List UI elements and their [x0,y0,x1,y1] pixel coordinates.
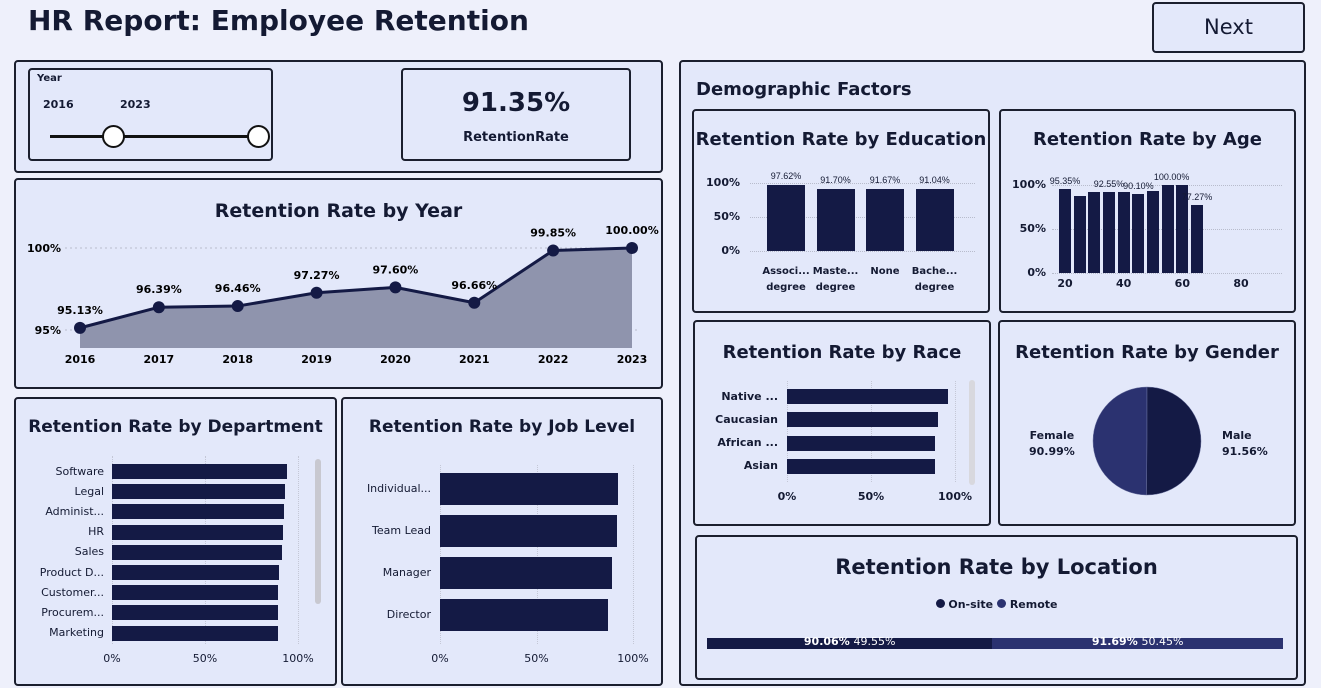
y-tick: 95% [35,324,61,337]
y-tick: 100% [27,242,61,255]
data-label: 99.85% [530,226,576,239]
chart-title: Retention Rate by Age [1033,129,1262,150]
year-area-chart: 100% 95% 95.13% 2016 96.39% 2017 96.46% 2018 97.… [27,224,659,366]
data-label: 96.46% [215,282,261,295]
data-point [310,286,323,299]
age-chart-panel: Retention Rate by Age [999,109,1296,313]
location-chart-panel: Retention Rate by Location On-site Remot… [695,535,1298,680]
education-chart-panel: Retention Rate by Education [692,109,990,313]
data-point [626,242,638,254]
x-tick: 2020 [380,353,411,366]
data-point [231,300,244,313]
x-tick: 2017 [144,353,175,366]
year-slicer[interactable]: Year 2016 2023 [28,68,273,161]
x-tick: 2023 [617,353,648,366]
legend-dot-onsite-icon [935,599,945,608]
gender-chart-panel: Retention Rate by Gender [998,320,1296,526]
legend-onsite: On-site [948,598,994,611]
chart-title: Retention Rate by Race [722,342,962,363]
series-line [79,246,633,330]
data-label: 100.00% [605,224,658,237]
next-button[interactable]: Next [1152,2,1305,53]
data-label: 97.27% [294,269,340,282]
kpi-label: RetentionRate [463,130,569,145]
slicer-start: 2016 [43,98,74,111]
legend-remote: Remote [1009,598,1058,611]
data-point [74,321,86,334]
x-tick: 2019 [301,353,332,366]
data-label: 95.13% [57,304,103,317]
x-tick: 2022 [538,353,569,366]
data-point [468,296,481,309]
legend-dot-remote-icon [996,599,1006,608]
chart-title: Retention Rate by Department [28,417,323,437]
x-tick: 2018 [222,353,253,366]
page-title: HR Report: Employee Retention [28,4,529,37]
chart-title: Retention Rate by Education [695,129,987,150]
legend: On-site Remote [697,598,1296,611]
data-point [152,301,165,314]
area-fill [80,248,632,348]
section-title: Demographic Factors [696,79,912,100]
data-label: 97.60% [373,263,419,276]
chart-title: Retention Rate by Gender [1015,342,1279,363]
scrollbar[interactable] [969,380,975,485]
data-label: 96.39% [136,283,182,296]
department-chart-panel: Retention Rate by Department [14,397,337,686]
slicer-label: Year [37,73,62,84]
x-tick: 2016 [65,353,96,366]
data-point [389,281,402,294]
data-point [547,244,560,257]
kpi-card: 91.35% RetentionRate [401,68,631,161]
scrollbar[interactable] [315,459,321,604]
slider-handle-start[interactable] [102,125,125,148]
slicer-end: 2023 [120,98,151,111]
kpi-value: 91.35% [461,88,571,118]
job-level-chart-panel: Retention Rate by Job Level [341,397,663,686]
data-label: 96.66% [451,279,497,292]
chart-title: Retention Rate by Location [835,555,1158,579]
chart-title: Retention Rate by Job Level [368,417,636,437]
slider-handle-end[interactable] [247,125,270,148]
x-tick: 2021 [459,353,490,366]
slider-track [50,135,258,138]
race-chart-panel: Retention Rate by Race [693,320,991,526]
chart-title: Retention Rate by Year [214,200,463,222]
